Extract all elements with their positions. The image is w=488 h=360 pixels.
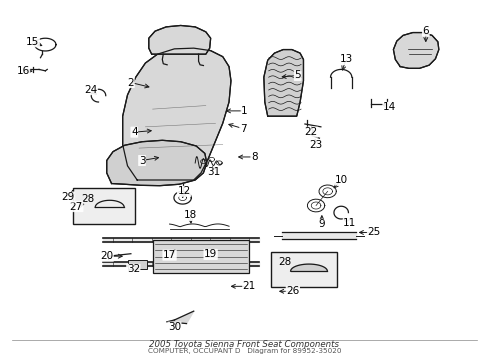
FancyBboxPatch shape [73,188,135,224]
Polygon shape [148,26,210,54]
Text: 1: 1 [241,106,247,116]
Text: 31: 31 [207,167,220,177]
Text: 2005 Toyota Sienna Front Seat Components: 2005 Toyota Sienna Front Seat Components [149,340,339,349]
Text: 28: 28 [278,257,291,267]
Polygon shape [167,311,193,324]
Text: 24: 24 [84,85,97,95]
Text: 23: 23 [309,140,322,149]
Text: 28: 28 [81,194,95,204]
Text: 17: 17 [163,250,176,260]
Text: 21: 21 [242,281,255,291]
Text: 18: 18 [183,211,197,220]
Text: 20: 20 [100,251,113,261]
Text: 6: 6 [422,26,428,36]
Text: 8: 8 [250,152,257,162]
Text: 32: 32 [126,264,140,274]
Polygon shape [106,140,206,186]
Text: 5: 5 [294,71,301,80]
Text: 19: 19 [203,249,217,260]
Polygon shape [393,32,438,68]
Polygon shape [122,48,230,180]
Text: 9: 9 [318,219,325,229]
Text: 15: 15 [26,37,40,47]
Text: COMPUTER, OCCUPANT D   Diagram for 89952-35020: COMPUTER, OCCUPANT D Diagram for 89952-3… [147,348,341,354]
FancyBboxPatch shape [270,252,336,287]
Text: 3: 3 [139,156,145,166]
Text: 4: 4 [131,127,137,137]
Text: 16: 16 [17,66,30,76]
Text: 26: 26 [285,286,299,296]
Text: 29: 29 [61,192,75,202]
FancyBboxPatch shape [127,260,146,269]
Text: 13: 13 [339,54,352,64]
Text: 27: 27 [69,202,83,212]
Text: 30: 30 [167,322,181,332]
Polygon shape [264,50,303,116]
Text: 10: 10 [334,175,347,185]
Text: 25: 25 [366,228,380,238]
Text: 2: 2 [127,77,134,87]
Text: 14: 14 [382,102,395,112]
Text: 11: 11 [343,217,356,228]
Text: 22: 22 [304,127,317,137]
FancyBboxPatch shape [152,240,249,273]
Text: 12: 12 [177,186,190,196]
Polygon shape [290,264,326,271]
Text: 7: 7 [239,123,246,134]
